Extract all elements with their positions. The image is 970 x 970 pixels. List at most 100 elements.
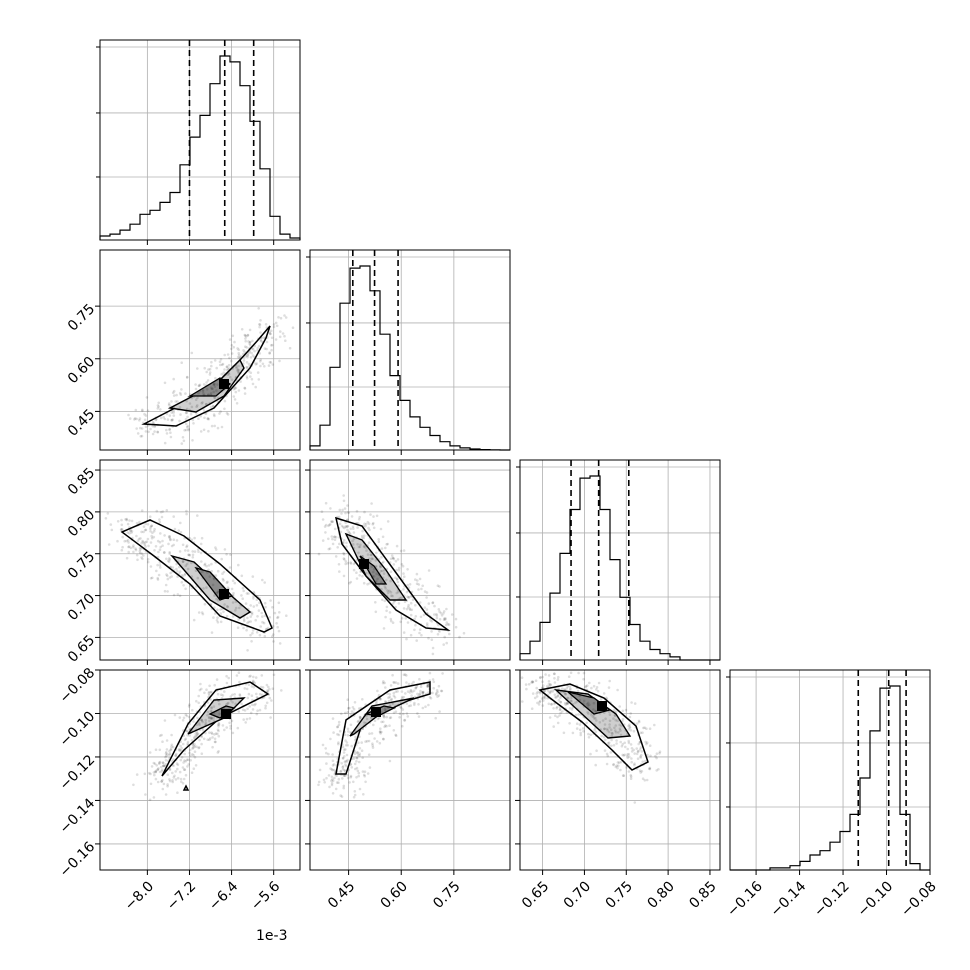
scatter-point [213, 382, 216, 386]
scatter-point [592, 684, 596, 688]
scatter-point [596, 689, 600, 693]
scatter-point [379, 727, 382, 730]
scatter-point [163, 534, 166, 537]
scatter-point [356, 526, 359, 529]
scatter-point [216, 715, 219, 719]
scatter-point [203, 702, 206, 706]
scatter-point [322, 778, 326, 782]
scatter-point [339, 794, 343, 797]
scatter-point [382, 716, 386, 719]
scatter-point [173, 557, 176, 560]
scatter-point [366, 567, 370, 571]
scatter-point [337, 760, 341, 764]
scatter-point [396, 682, 400, 685]
scatter-point [213, 740, 217, 744]
scatter-point [616, 688, 619, 692]
scatter-point [212, 405, 215, 408]
scatter-point [273, 611, 277, 615]
scatter-point [419, 615, 423, 619]
scatter-point [162, 764, 165, 768]
scatter-point [530, 707, 534, 710]
scatter-point [357, 753, 360, 757]
scatter-point [206, 710, 210, 714]
scatter-point [345, 541, 348, 545]
scatter-point [337, 741, 340, 744]
scatter-point [435, 613, 438, 616]
scatter-point [531, 680, 535, 684]
scatter-point [195, 699, 198, 703]
scatter-point [216, 616, 219, 619]
scatter-point [218, 702, 221, 706]
scatter-point [157, 573, 161, 577]
scatter-point [203, 394, 206, 397]
scatter-point [237, 351, 240, 355]
scatter-point [234, 390, 238, 394]
scatter-point [443, 617, 446, 620]
scatter-point [546, 689, 550, 692]
scatter-point [428, 671, 432, 675]
scatter-point [172, 543, 175, 547]
scatter-point [180, 361, 183, 365]
scatter-point [159, 545, 162, 549]
scatter-point [634, 726, 638, 729]
scatter-point [203, 366, 206, 370]
scatter-point [396, 558, 400, 561]
panel-frame [519, 459, 721, 661]
grid-lines [310, 250, 510, 450]
scatter-point [613, 726, 616, 730]
scatter-point [179, 758, 183, 762]
scatter-point [218, 360, 222, 364]
scatter-point [333, 768, 336, 772]
scatter-point [568, 688, 572, 691]
scatter-point [205, 403, 208, 406]
scatter-point [216, 621, 220, 624]
scatter-point [547, 702, 551, 706]
scatter-point [109, 523, 113, 526]
scatter-point [219, 608, 222, 611]
scatter-point [386, 542, 390, 546]
scatter-point [154, 748, 158, 751]
scatter-point [415, 572, 419, 576]
scatter-point [374, 555, 378, 559]
scatter-point [406, 583, 410, 587]
scatter-point [235, 402, 239, 405]
scatter-point [141, 539, 144, 543]
scatter-point [376, 709, 379, 713]
scatter-point [344, 711, 347, 715]
scatter-point [348, 781, 351, 784]
scatter-point [220, 697, 224, 700]
scatter-point [236, 368, 240, 371]
scatter-point [434, 627, 437, 630]
scatter-point [278, 611, 281, 614]
scatter-point [365, 717, 369, 721]
scatter-point [382, 594, 386, 597]
scatter-point [251, 681, 254, 684]
scatter-point [185, 399, 188, 403]
scatter-point [221, 572, 224, 575]
scatter-point [344, 763, 347, 766]
scatter-point [233, 340, 236, 344]
scatter-point [125, 556, 129, 560]
scatter-point [330, 783, 334, 787]
scatter-point [422, 613, 426, 617]
scatter-point [394, 559, 398, 563]
scatter-point [146, 409, 150, 413]
scatter-point [612, 744, 616, 747]
scatter-point [189, 410, 193, 413]
scatter-point [355, 732, 359, 735]
scatter-point [382, 714, 386, 717]
scatter-point [594, 710, 598, 713]
scatter-point [142, 525, 146, 528]
scatter-point [156, 780, 160, 784]
scatter-point [184, 428, 188, 432]
scatter-point [141, 409, 144, 413]
scatter-point [192, 422, 195, 425]
scatter-point [407, 603, 410, 607]
scatter-point [218, 589, 222, 593]
scatter-point [399, 549, 403, 553]
scatter-point [594, 763, 597, 767]
scatter-point [341, 745, 345, 749]
scatter-point [633, 763, 636, 767]
scatter-point [346, 528, 349, 532]
scatter-point [168, 778, 171, 781]
